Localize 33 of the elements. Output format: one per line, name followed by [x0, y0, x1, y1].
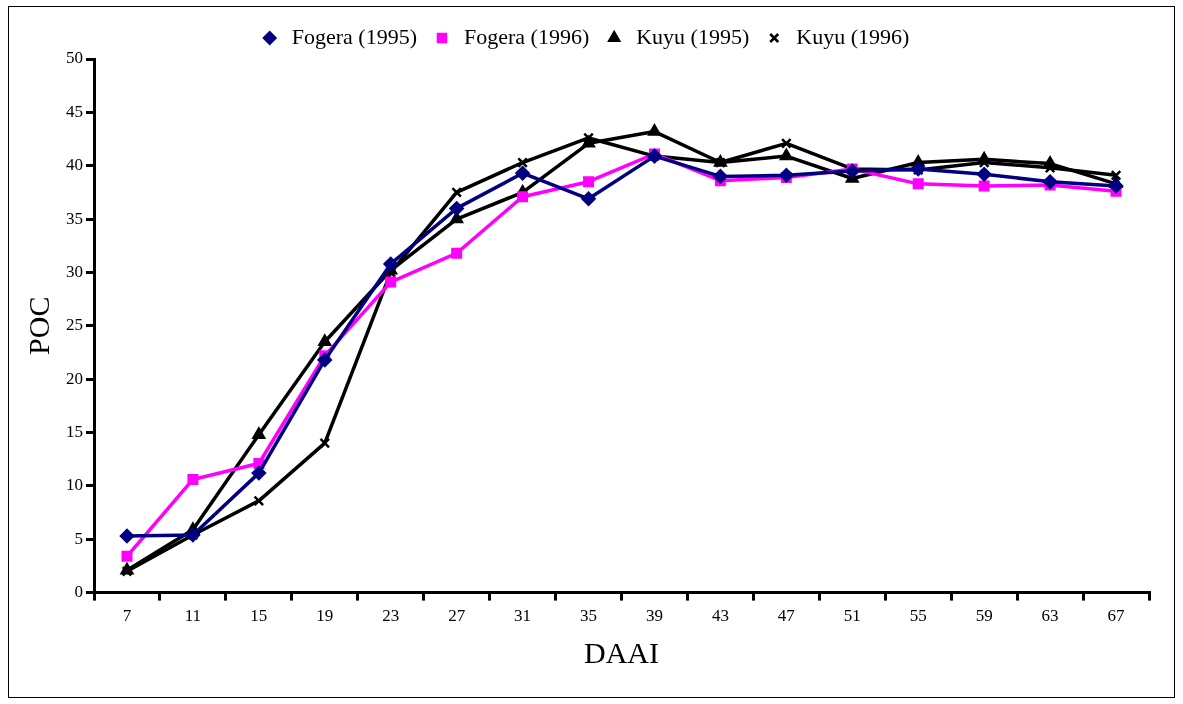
legend-label: Kuyu (1995)	[636, 23, 750, 49]
x-tick-label: 59	[975, 606, 993, 626]
x-tick-label: 23	[382, 606, 400, 626]
x-tick-label: 35	[580, 606, 598, 626]
x-axis-title: DAAI	[584, 635, 659, 669]
y-tick-label: 5	[74, 528, 83, 548]
x-tick-label: 47	[777, 606, 796, 626]
x-tick-label: 31	[514, 606, 532, 626]
x-tick-label: 7	[122, 606, 132, 626]
x-tick-label: 11	[184, 606, 202, 626]
y-tick-label: 15	[66, 421, 83, 441]
legend-label: Kuyu (1996)	[796, 23, 910, 49]
x-tick-label: 43	[711, 606, 729, 626]
x-tick-label: 15	[250, 606, 268, 626]
x-tick-label: 55	[909, 606, 927, 626]
legend-label: Fogera (1995)	[291, 23, 417, 49]
x-tick-label: 63	[1041, 606, 1059, 626]
y-tick-label: 20	[66, 368, 83, 388]
x-tick-label: 67	[1107, 606, 1126, 626]
y-tick-label: 35	[66, 208, 83, 228]
y-tick-label: 25	[66, 315, 83, 335]
x-tick-label: 19	[316, 606, 334, 626]
y-tick-label: 10	[66, 475, 83, 495]
x-tick-label: 39	[645, 606, 663, 626]
x-tick-label: 27	[448, 606, 466, 626]
y-tick-label: 0	[74, 582, 83, 602]
y-tick-label: 45	[66, 101, 83, 121]
y-axis-title: POC	[21, 296, 55, 355]
y-tick-label: 50	[66, 48, 83, 68]
y-tick-label: 30	[66, 261, 83, 281]
y-tick-label: 40	[66, 155, 83, 175]
legend-label: Fogera (1996)	[463, 23, 590, 49]
x-tick-label: 51	[843, 606, 861, 626]
